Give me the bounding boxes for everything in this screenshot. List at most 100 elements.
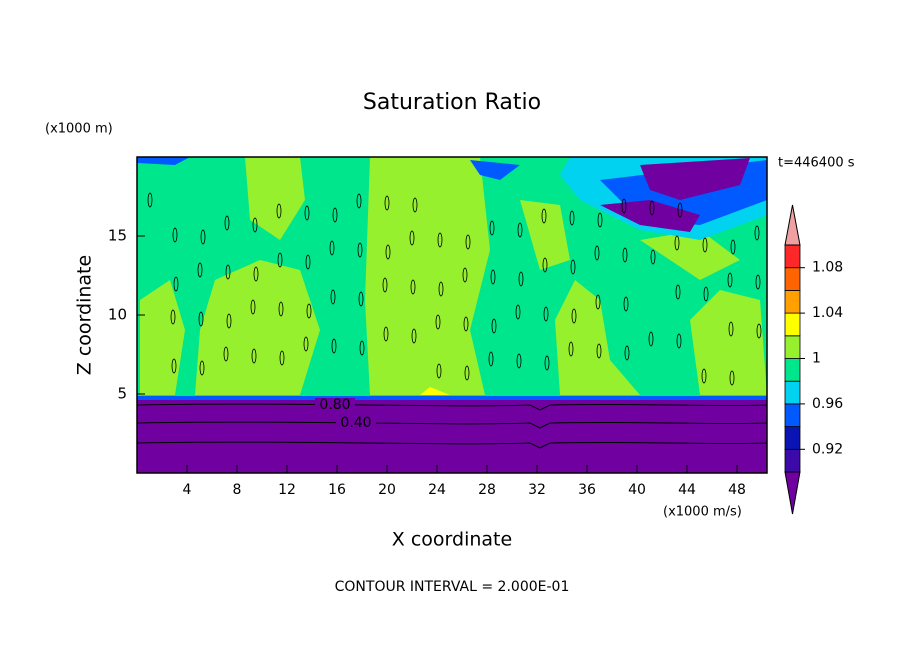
- contour-label-bg: [336, 416, 376, 430]
- contour-line: [332, 207, 338, 223]
- contour-line: [223, 346, 229, 362]
- contour-label: 0.40: [340, 415, 371, 431]
- contour-line: [648, 331, 654, 347]
- contour-line: [250, 299, 256, 315]
- colorbar-segment: [784, 244, 801, 269]
- contour-line: [331, 338, 337, 354]
- colorbar-segment: [784, 380, 801, 405]
- contour-line: [594, 245, 600, 261]
- contour-line: [383, 326, 389, 342]
- contour-line: [491, 318, 497, 334]
- contour-line: [568, 341, 574, 357]
- field-region: [470, 160, 520, 180]
- contour-line: [251, 348, 257, 364]
- contour-line: [435, 314, 441, 330]
- contour-line: [136, 441, 768, 449]
- field-region: [137, 396, 767, 400]
- colorbar-tick-label: 1.08: [812, 260, 843, 276]
- contour-line: [596, 343, 602, 359]
- contour-line: [200, 229, 206, 245]
- contour-line: [464, 365, 470, 381]
- colorbar-tick-label: 0.92: [812, 441, 843, 457]
- contour-line: [463, 316, 469, 332]
- colorbar-segment: [784, 312, 801, 337]
- y-unit: (x1000 m): [45, 122, 113, 137]
- field-region: [365, 157, 490, 395]
- contour-line: [304, 205, 310, 221]
- contour-line: [624, 345, 630, 361]
- field-region: [520, 200, 570, 270]
- contour-line: [544, 355, 550, 371]
- field-region: [640, 230, 740, 280]
- contour-line: [382, 277, 388, 293]
- contour-line: [385, 244, 391, 260]
- contour-line: [516, 353, 522, 369]
- contour-label: 0.80: [319, 397, 350, 413]
- contour-line: [518, 271, 524, 287]
- contour-line: [147, 192, 153, 208]
- contour-line: [278, 301, 284, 317]
- x-tick-label: 8: [233, 482, 242, 498]
- contour-line: [358, 291, 364, 307]
- contour-line: [173, 276, 179, 292]
- contour-line: [253, 266, 259, 282]
- field-region: [140, 280, 185, 395]
- colorbar-tick-label: 1.04: [812, 305, 843, 321]
- x-tick-label: 28: [478, 482, 496, 498]
- field-region: [420, 387, 450, 395]
- contour-line: [197, 262, 203, 278]
- field-region: [137, 400, 767, 473]
- x-tick-label: 12: [278, 482, 296, 498]
- contour-line: [305, 254, 311, 270]
- contour-line: [171, 358, 177, 374]
- contour-line: [136, 421, 768, 429]
- x-tick-label: 44: [678, 482, 696, 498]
- colorbar-segment: [784, 448, 801, 473]
- x-tick-label: 36: [578, 482, 596, 498]
- contour-line: [359, 340, 365, 356]
- field-region: [555, 280, 640, 395]
- contour-line: [727, 272, 733, 288]
- contour-line: [410, 279, 416, 295]
- colorbar-over: [784, 204, 801, 246]
- contour-line: [621, 198, 627, 214]
- contour-line: [676, 333, 682, 349]
- colorbar-segment: [784, 358, 801, 382]
- contour-line: [226, 313, 232, 329]
- colorbar-segment: [784, 289, 801, 314]
- contour-line: [465, 234, 471, 250]
- contour-line: [543, 306, 549, 322]
- contour-line: [277, 252, 283, 268]
- x-tick-label: 20: [378, 482, 396, 498]
- contour-line: [622, 247, 628, 263]
- field-region: [137, 157, 190, 165]
- contour-line: [729, 370, 735, 386]
- y-tick-label: 10: [108, 306, 127, 324]
- contour-line: [224, 215, 230, 231]
- contour-line: [409, 230, 415, 246]
- contour-line: [570, 259, 576, 275]
- contour-line: [702, 237, 708, 253]
- time-label: t=446400 s: [778, 156, 855, 171]
- contour-line: [675, 284, 681, 300]
- contour-line: [541, 208, 547, 224]
- contour-line: [595, 294, 601, 310]
- contour-line: [517, 222, 523, 238]
- x-unit: (x1000 m/s): [663, 505, 742, 520]
- contour-line: [623, 296, 629, 312]
- field-region: [600, 200, 700, 232]
- contour-line: [276, 203, 282, 219]
- contour-line: [436, 363, 442, 379]
- contour-line: [755, 274, 761, 290]
- y-tick-label: 5: [117, 385, 127, 403]
- contour-line: [330, 289, 336, 305]
- contour-line: [703, 286, 709, 302]
- contour-line: [489, 220, 495, 236]
- contour-line: [569, 210, 575, 226]
- contour-line: [597, 212, 603, 228]
- x-tick-label: 32: [528, 482, 546, 498]
- contour-line: [462, 267, 468, 283]
- colorbar-segment: [784, 403, 801, 427]
- contour-label-bg: [315, 398, 355, 412]
